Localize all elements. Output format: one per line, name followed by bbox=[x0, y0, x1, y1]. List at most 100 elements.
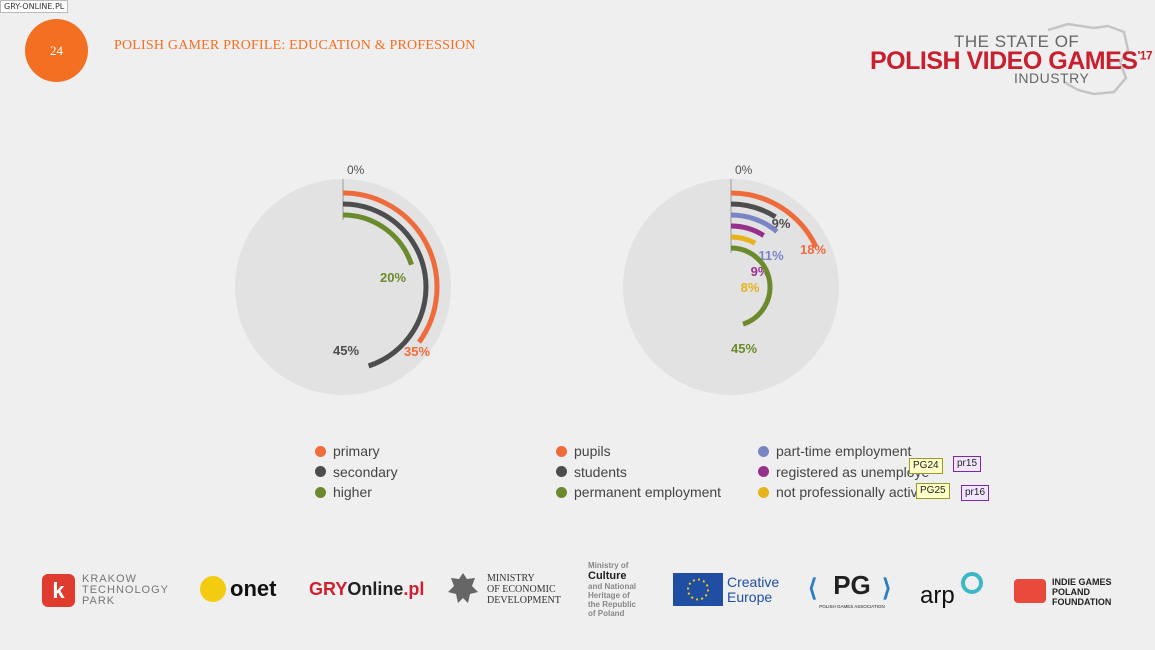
chart-background bbox=[623, 179, 839, 395]
legend-item: students bbox=[556, 462, 721, 483]
culture-line6: of Poland bbox=[588, 609, 625, 618]
series-arc bbox=[730, 190, 819, 249]
series-value-label: 9% bbox=[772, 216, 791, 231]
igpf-icon bbox=[1014, 579, 1046, 603]
ministry-line2: OF ECONOMIC bbox=[487, 584, 556, 595]
legend-label: primary bbox=[333, 443, 380, 460]
series-value-label: 8% bbox=[741, 280, 760, 295]
pl-part: .pl bbox=[403, 579, 425, 599]
legend-label: students bbox=[574, 463, 627, 480]
legend-label: registered as unemploye bbox=[776, 463, 930, 480]
page-title: POLISH GAMER PROFILE: EDUCATION & PROFES… bbox=[114, 38, 476, 53]
series-arc bbox=[342, 212, 414, 266]
tag-pg25: PG25 bbox=[916, 483, 950, 499]
krakow-line1: KRAKOW bbox=[82, 573, 137, 585]
tag-pr16: pr16 bbox=[961, 485, 990, 501]
culture-line3: and National bbox=[588, 582, 637, 591]
series-arc bbox=[730, 223, 766, 238]
polish-games-association-logo: PG ⟨ ⟩ POLISH GAMES ASSOCIATION bbox=[808, 570, 898, 610]
culture-line4: Heritage of bbox=[588, 591, 630, 600]
legend-dot-icon bbox=[556, 466, 567, 478]
arp-ring-icon bbox=[961, 572, 983, 594]
zero-label: 0% bbox=[735, 163, 753, 177]
creative-line1: Creative bbox=[727, 574, 780, 590]
legend-profession-right: part-time employment registered as unempl… bbox=[758, 441, 929, 503]
zero-label: 0% bbox=[347, 163, 365, 177]
legend-label: secondary bbox=[333, 463, 398, 480]
igpf-line2: POLAND bbox=[1052, 587, 1090, 597]
legend-dot-icon bbox=[758, 445, 769, 457]
legend-label: part-time employment bbox=[776, 443, 912, 460]
legend-education: primary secondary higher bbox=[315, 441, 398, 503]
ministry-culture-logo: Ministry of Culture and National Heritag… bbox=[588, 561, 636, 618]
legend-dot-icon bbox=[556, 445, 567, 457]
pg-subtitle: POLISH GAMES ASSOCIATION bbox=[819, 604, 885, 609]
arp-text: arp bbox=[920, 582, 955, 609]
eagle-emblem-icon bbox=[448, 573, 478, 603]
legend-item: higher bbox=[315, 482, 398, 503]
pg-text: PG bbox=[833, 570, 871, 600]
legend-item: part-time employment bbox=[758, 441, 929, 462]
legend-dot-icon bbox=[315, 486, 326, 498]
legend-label: pupils bbox=[574, 443, 611, 460]
krakow-line3: PARK bbox=[82, 595, 116, 607]
krakow-line2: TECHNOLOGY bbox=[82, 584, 170, 596]
tag-pr15: pr15 bbox=[953, 456, 982, 472]
legend-item: pupils bbox=[556, 441, 721, 462]
eu-stars-icon bbox=[687, 578, 709, 601]
legend-label: not professionally active bbox=[776, 484, 926, 501]
ministry-line1: MINISTRY bbox=[487, 573, 535, 584]
ministry-line3: DEVELOPMENT bbox=[487, 595, 561, 606]
series-arc bbox=[730, 212, 779, 234]
series-value-label: 45% bbox=[731, 341, 757, 356]
online-part: Online bbox=[347, 579, 404, 599]
brand-line3: INDUSTRY bbox=[1014, 70, 1090, 86]
legend-label: higher bbox=[333, 484, 372, 501]
brand-line2-text: POLISH VIDEO GAMES bbox=[870, 47, 1138, 75]
gryonline-logo: GRYOnline.pl bbox=[309, 579, 424, 600]
legend-item: secondary bbox=[315, 462, 398, 483]
partner-logos: k KRAKOW TECHNOLOGY PARK onet GRYOnline.… bbox=[0, 560, 1155, 620]
series-arc bbox=[342, 201, 429, 369]
legend-dot-icon bbox=[556, 486, 567, 498]
brand-line2: POLISH VIDEO GAMES'17 bbox=[870, 47, 1153, 76]
culture-line5: the Republic bbox=[588, 600, 637, 609]
series-value-label: 11% bbox=[758, 248, 784, 263]
series-arc bbox=[730, 245, 773, 327]
culture-line2: Culture bbox=[588, 570, 627, 582]
series-arc bbox=[342, 190, 440, 344]
watermark: GRY-ONLINE.PL bbox=[0, 0, 69, 13]
tag-pg24: PG24 bbox=[909, 458, 943, 474]
pg-right-bracket-icon: ⟩ bbox=[882, 575, 892, 602]
pg-left-bracket-icon: ⟨ bbox=[808, 575, 818, 602]
legend-dot-icon bbox=[758, 486, 769, 498]
krakow-k-icon: k bbox=[42, 574, 75, 607]
legend-item: permanent employment bbox=[556, 482, 721, 503]
igpf-line3: FOUNDATION bbox=[1052, 597, 1112, 607]
onet-text: onet bbox=[230, 576, 277, 601]
legend-dot-icon bbox=[758, 466, 769, 478]
chart-background bbox=[235, 179, 451, 395]
krakow-technology-park-logo: k KRAKOW TECHNOLOGY PARK bbox=[42, 574, 182, 610]
legend-item: primary bbox=[315, 441, 398, 462]
series-arc bbox=[730, 201, 777, 220]
series-value-label: 20% bbox=[380, 270, 406, 285]
gry-part: GRY bbox=[309, 579, 348, 599]
chart-education: 0% 35% 45% 20% bbox=[235, 163, 451, 395]
series-value-label: 18% bbox=[800, 242, 826, 257]
legend-profession-left: pupils students permanent employment bbox=[556, 441, 721, 503]
legend-item: not professionally active bbox=[758, 482, 929, 503]
culture-line1: Ministry of bbox=[588, 561, 629, 570]
page-number-badge: 24 bbox=[25, 19, 88, 82]
brand-logo: THE STATE OF POLISH VIDEO GAMES'17 INDUS… bbox=[868, 20, 1153, 100]
legend-item: registered as unemploye bbox=[758, 462, 929, 483]
brand-year: '17 bbox=[1137, 48, 1153, 63]
legend-dot-icon bbox=[315, 466, 326, 478]
series-arc bbox=[730, 234, 757, 246]
series-value-label: 35% bbox=[404, 344, 430, 359]
legend-dot-icon bbox=[315, 445, 326, 457]
brand-line1: THE STATE OF bbox=[954, 32, 1080, 51]
eu-flag-icon bbox=[673, 573, 723, 606]
legend-label: permanent employment bbox=[574, 484, 722, 501]
